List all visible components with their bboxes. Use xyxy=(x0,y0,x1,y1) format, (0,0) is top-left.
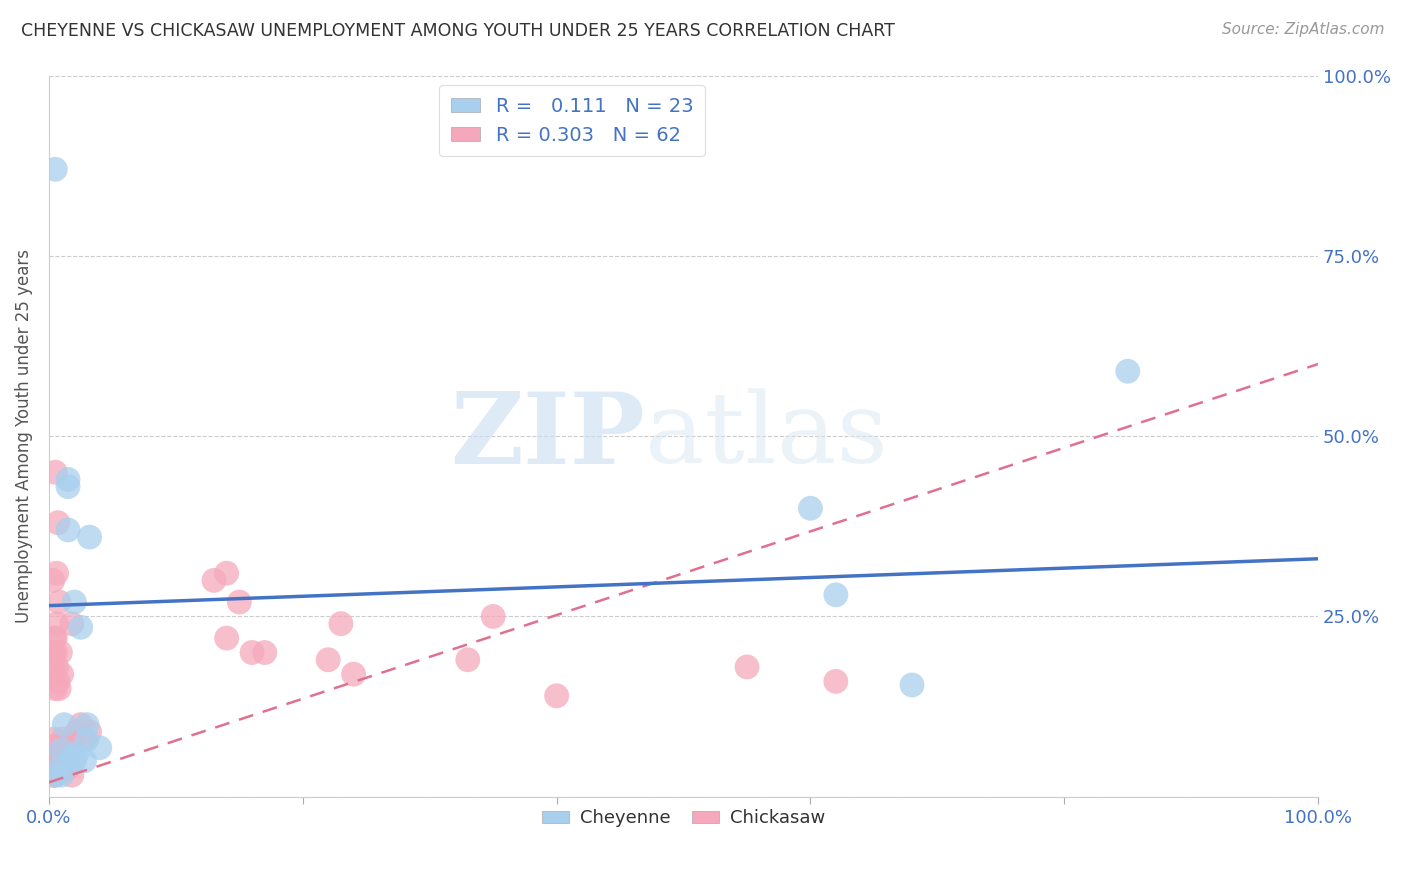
Chickasaw xyxy=(342,667,364,681)
Chickasaw xyxy=(228,595,250,609)
Cheyenne xyxy=(1116,364,1139,378)
Chickasaw xyxy=(45,566,67,581)
Chickasaw xyxy=(51,761,73,775)
Cheyenne xyxy=(44,162,66,177)
Chickasaw xyxy=(49,646,72,660)
Cheyenne xyxy=(76,717,98,731)
Legend: Cheyenne, Chickasaw: Cheyenne, Chickasaw xyxy=(534,802,832,835)
Cheyenne xyxy=(44,768,66,782)
Text: atlas: atlas xyxy=(645,388,889,484)
Chickasaw xyxy=(215,631,238,645)
Cheyenne xyxy=(63,754,86,768)
Chickasaw xyxy=(44,465,66,479)
Chickasaw xyxy=(60,732,83,747)
Chickasaw xyxy=(48,747,70,761)
Chickasaw xyxy=(79,724,101,739)
Chickasaw xyxy=(44,681,66,696)
Chickasaw xyxy=(546,689,568,703)
Chickasaw xyxy=(48,595,70,609)
Chickasaw xyxy=(215,566,238,581)
Chickasaw xyxy=(69,717,91,731)
Cheyenne xyxy=(69,620,91,634)
Chickasaw xyxy=(240,646,263,660)
Chickasaw xyxy=(42,768,65,782)
Cheyenne xyxy=(51,743,73,757)
Chickasaw xyxy=(329,616,352,631)
Chickasaw xyxy=(56,747,79,761)
Chickasaw xyxy=(46,516,69,530)
Chickasaw xyxy=(44,646,66,660)
Y-axis label: Unemployment Among Youth under 25 years: Unemployment Among Youth under 25 years xyxy=(15,249,32,624)
Chickasaw xyxy=(42,667,65,681)
Chickasaw xyxy=(60,768,83,782)
Chickasaw xyxy=(45,660,67,674)
Chickasaw xyxy=(457,653,479,667)
Chickasaw xyxy=(52,732,75,747)
Chickasaw xyxy=(42,574,65,588)
Chickasaw xyxy=(202,574,225,588)
Chickasaw xyxy=(42,739,65,754)
Chickasaw xyxy=(60,616,83,631)
Chickasaw xyxy=(46,674,69,689)
Chickasaw xyxy=(73,732,96,747)
Cheyenne xyxy=(51,768,73,782)
Cheyenne xyxy=(53,717,76,731)
Chickasaw xyxy=(49,754,72,768)
Cheyenne xyxy=(56,523,79,537)
Chickasaw xyxy=(48,681,70,696)
Cheyenne xyxy=(76,732,98,747)
Text: ZIP: ZIP xyxy=(450,388,645,484)
Cheyenne xyxy=(56,480,79,494)
Chickasaw xyxy=(42,754,65,768)
Cheyenne xyxy=(901,678,924,692)
Chickasaw xyxy=(42,761,65,775)
Cheyenne xyxy=(60,750,83,764)
Chickasaw xyxy=(253,646,276,660)
Chickasaw xyxy=(48,747,70,761)
Chickasaw xyxy=(45,616,67,631)
Chickasaw xyxy=(42,653,65,667)
Cheyenne xyxy=(56,472,79,486)
Chickasaw xyxy=(42,755,65,769)
Chickasaw xyxy=(53,754,76,768)
Chickasaw xyxy=(48,761,70,775)
Chickasaw xyxy=(66,724,89,739)
Chickasaw xyxy=(53,739,76,754)
Chickasaw xyxy=(51,754,73,768)
Chickasaw xyxy=(482,609,505,624)
Chickasaw xyxy=(56,761,79,775)
Chickasaw xyxy=(42,768,65,782)
Chickasaw xyxy=(42,631,65,645)
Cheyenne xyxy=(73,754,96,768)
Chickasaw xyxy=(46,747,69,761)
Cheyenne xyxy=(89,740,111,755)
Chickasaw xyxy=(42,646,65,660)
Chickasaw xyxy=(44,768,66,782)
Chickasaw xyxy=(44,631,66,645)
Chickasaw xyxy=(735,660,758,674)
Text: Source: ZipAtlas.com: Source: ZipAtlas.com xyxy=(1222,22,1385,37)
Chickasaw xyxy=(316,653,339,667)
Cheyenne xyxy=(63,595,86,609)
Chickasaw xyxy=(42,754,65,768)
Text: CHEYENNE VS CHICKASAW UNEMPLOYMENT AMONG YOUTH UNDER 25 YEARS CORRELATION CHART: CHEYENNE VS CHICKASAW UNEMPLOYMENT AMONG… xyxy=(21,22,896,40)
Chickasaw xyxy=(42,732,65,747)
Cheyenne xyxy=(824,588,846,602)
Cheyenne xyxy=(79,530,101,544)
Cheyenne xyxy=(66,747,89,761)
Chickasaw xyxy=(44,761,66,775)
Chickasaw xyxy=(45,754,67,768)
Cheyenne xyxy=(799,501,821,516)
Cheyenne xyxy=(48,761,70,775)
Chickasaw xyxy=(824,674,846,689)
Chickasaw xyxy=(51,667,73,681)
